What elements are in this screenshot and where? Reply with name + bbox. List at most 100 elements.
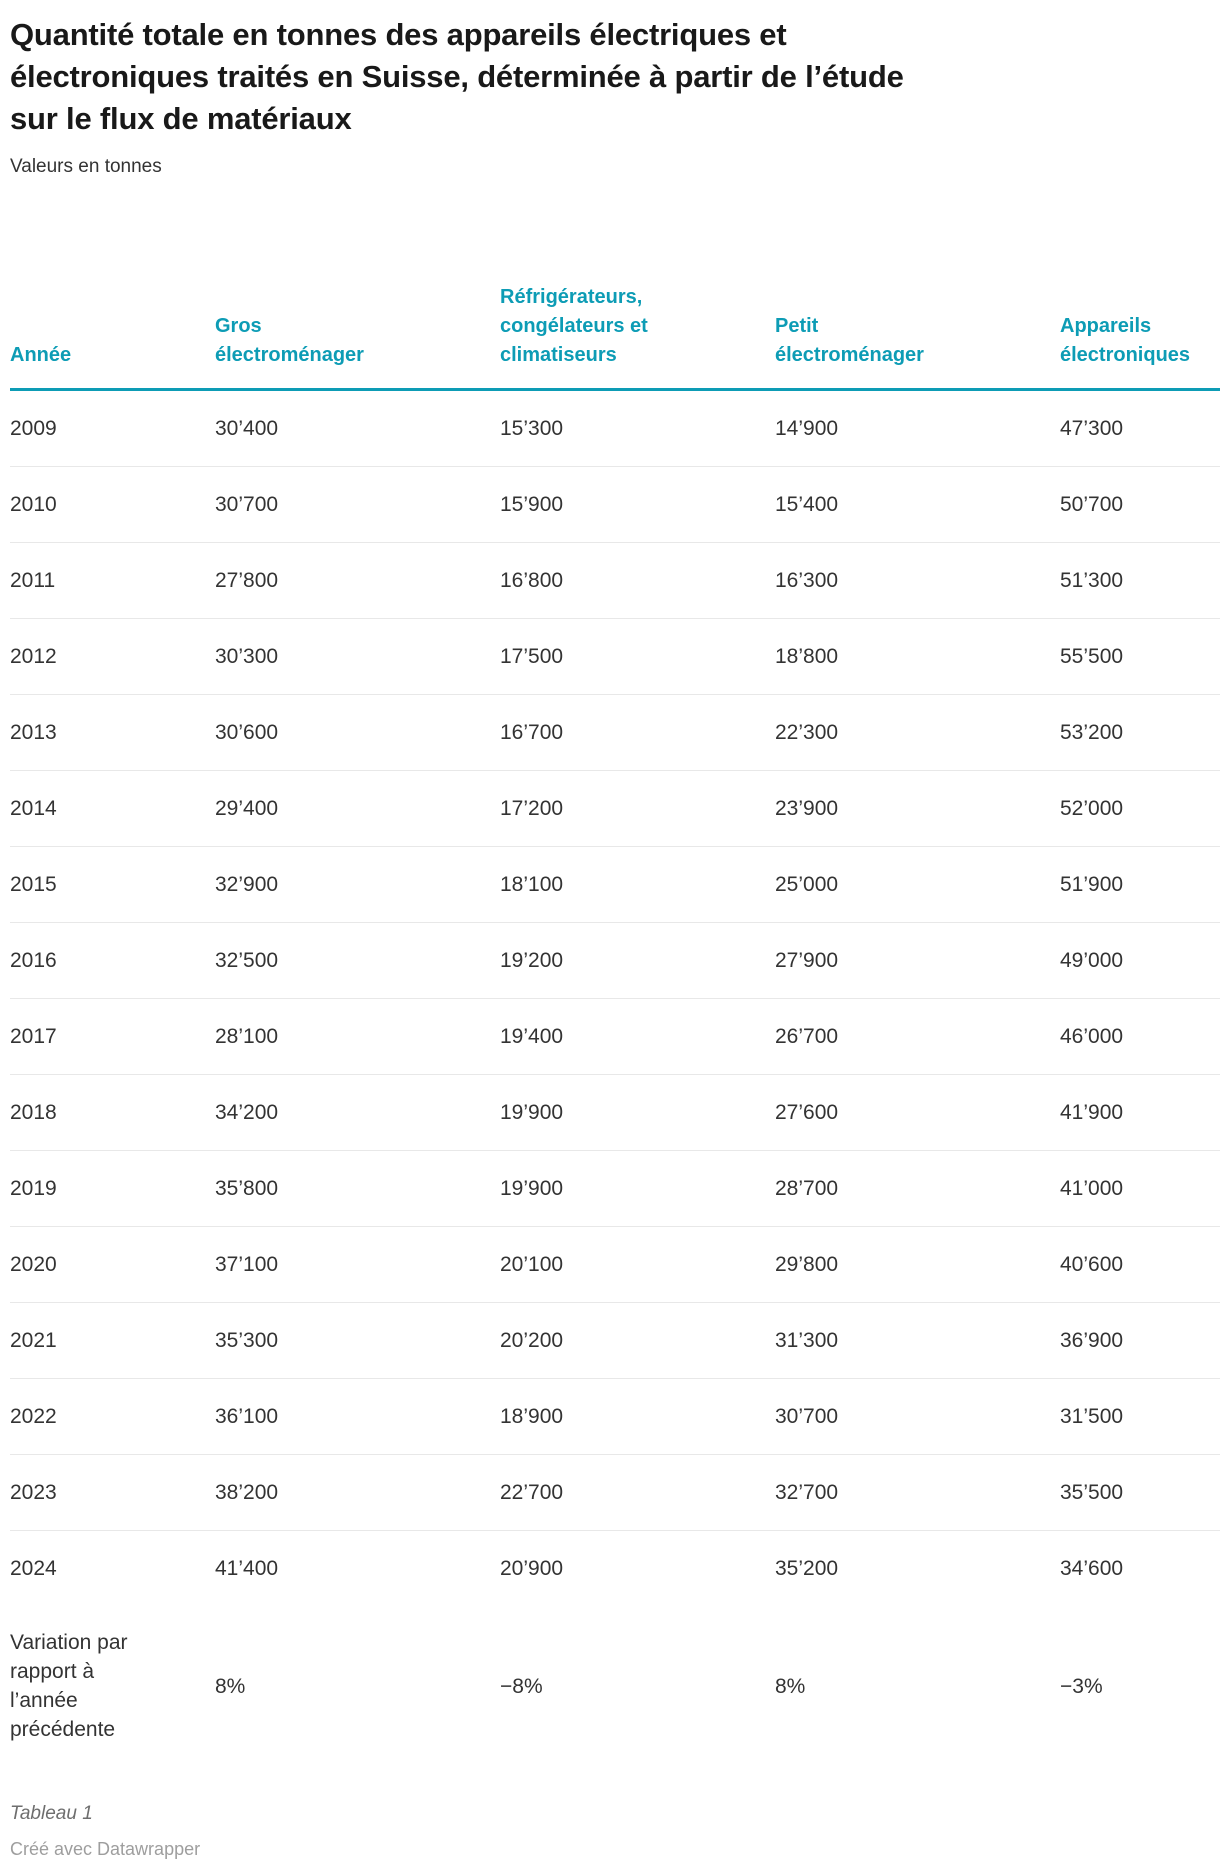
value-cell: 51’900 — [1060, 846, 1220, 923]
year-cell: 2018 — [10, 1074, 215, 1151]
table-row: 2019 35’800 19’900 28’700 41’000 — [10, 1150, 1220, 1227]
year-cell: 2017 — [10, 998, 215, 1075]
value-cell: 22’700 — [500, 1454, 775, 1531]
value-cell: 17’500 — [500, 618, 775, 695]
column-header-refrigerateurs-congelateurs-climatiseurs: Réfrigérateurs, congélateurs et climatis… — [500, 283, 775, 391]
year-cell: 2016 — [10, 922, 215, 999]
table-footer: Tableau 1 Créé avec Datawrapper — [10, 1802, 1220, 1860]
table-row: 2015 32’900 18’100 25’000 51’900 — [10, 846, 1220, 923]
year-cell: 2009 — [10, 417, 57, 440]
column-header-label: Gros électroménager — [215, 315, 364, 366]
table-row: 2018 34’200 19’900 27’600 41’900 — [10, 1074, 1220, 1151]
value-cell: 19’900 — [500, 1150, 775, 1227]
year-cell: 2011 — [10, 542, 215, 619]
variation-value-cell: 8% — [775, 1674, 806, 1698]
value-cell: 49’000 — [1060, 922, 1220, 999]
table-body: 2009 30’400 15’300 14’900 47’300 2010 30… — [10, 390, 1220, 1606]
table-row: 2013 30’600 16’700 22’300 53’200 — [10, 694, 1220, 771]
value-cell: 17’200 — [500, 770, 775, 847]
value-cell: 19’900 — [500, 1074, 775, 1151]
variation-label: Variation par rapport à l’année précéden… — [10, 1631, 128, 1741]
value-cell: 36’100 — [215, 1378, 500, 1455]
table-header: Année Gros électroménager Réfrigérateurs… — [10, 283, 1220, 391]
value-cell: 18’800 — [775, 618, 1060, 695]
value-cell: 47’300 — [1060, 417, 1124, 440]
value-cell: 15’900 — [500, 466, 775, 543]
column-header-petit-electromenager: Petit électroménager — [775, 283, 1060, 391]
year-cell: 2019 — [10, 1150, 215, 1227]
value-cell: 16’800 — [500, 542, 775, 619]
value-cell: 29’400 — [215, 770, 500, 847]
value-cell: 32’500 — [215, 922, 500, 999]
value-cell: 28’100 — [215, 998, 500, 1075]
value-cell: 30’600 — [215, 694, 500, 771]
column-header-label: Appareils électroniques — [1060, 315, 1191, 366]
year-cell: 2012 — [10, 618, 215, 695]
variation-value-cell: −3% — [1060, 1674, 1103, 1698]
column-header-appareils-electroniques: Appareils électroniques — [1060, 283, 1220, 391]
header-row: Année Gros électroménager Réfrigérateurs… — [10, 283, 1220, 391]
variation-value-cell: 8% — [215, 1674, 246, 1698]
value-cell: 32’700 — [775, 1454, 1060, 1531]
table-number-label: Tableau 1 — [10, 1803, 93, 1824]
value-cell: 41’400 — [215, 1530, 500, 1606]
value-cell: 27’600 — [775, 1074, 1060, 1151]
year-cell: 2015 — [10, 846, 215, 923]
year-cell: 2020 — [10, 1226, 215, 1303]
table-row: 2011 27’800 16’800 16’300 51’300 — [10, 542, 1220, 619]
page-title: Quantité totale en tonnes des appareils … — [10, 17, 904, 136]
value-cell: 20’900 — [500, 1530, 775, 1606]
value-cell: 16’700 — [500, 694, 775, 771]
value-cell: 34’200 — [215, 1074, 500, 1151]
column-header-annee: Année — [10, 283, 215, 391]
value-cell: 27’900 — [775, 922, 1060, 999]
value-cell: 26’700 — [775, 998, 1060, 1075]
table-row: 2024 41’400 20’900 35’200 34’600 — [10, 1530, 1220, 1606]
value-cell: 19’400 — [500, 998, 775, 1075]
value-cell: 50’700 — [1060, 466, 1220, 543]
year-cell: 2024 — [10, 1530, 215, 1606]
table-row: 2017 28’100 19’400 26’700 46’000 — [10, 998, 1220, 1075]
value-cell: 31’500 — [1060, 1378, 1220, 1455]
data-table: Année Gros électroménager Réfrigérateurs… — [10, 283, 1220, 1766]
year-cell: 2023 — [10, 1454, 215, 1531]
value-cell: 16’300 — [775, 542, 1060, 619]
value-cell: 14’900 — [775, 417, 839, 440]
table-viewport: Année Gros électroménager Réfrigérateurs… — [10, 283, 1220, 1766]
value-cell: 35’800 — [215, 1150, 500, 1227]
value-cell: 23’900 — [775, 770, 1060, 847]
value-cell: 15’300 — [500, 417, 564, 440]
value-cell: 53’200 — [1060, 694, 1220, 771]
value-cell: 28’700 — [775, 1150, 1060, 1227]
table-row: 2012 30’300 17’500 18’800 55’500 — [10, 618, 1220, 695]
value-cell: 41’900 — [1060, 1074, 1220, 1151]
value-cell: 18’900 — [500, 1378, 775, 1455]
value-cell: 35’300 — [215, 1302, 500, 1379]
value-cell: 31’300 — [775, 1302, 1060, 1379]
value-cell: 18’100 — [500, 846, 775, 923]
variation-row: Variation par rapport à l’année précéden… — [10, 1606, 1220, 1766]
year-cell: 2010 — [10, 466, 215, 543]
table-row: 2016 32’500 19’200 27’900 49’000 — [10, 922, 1220, 999]
value-cell: 27’800 — [215, 542, 500, 619]
value-cell: 30’700 — [215, 466, 500, 543]
year-cell: 2021 — [10, 1302, 215, 1379]
value-cell: 19’200 — [500, 922, 775, 999]
column-header-label: Année — [10, 344, 72, 366]
value-cell: 29’800 — [775, 1226, 1060, 1303]
value-cell: 30’300 — [215, 618, 500, 695]
year-cell: 2013 — [10, 694, 215, 771]
value-cell: 41’000 — [1060, 1150, 1220, 1227]
value-cell: 55’500 — [1060, 618, 1220, 695]
value-cell: 30’400 — [215, 417, 279, 440]
table-row: 2009 30’400 15’300 14’900 47’300 — [10, 390, 1220, 467]
column-header-label: Petit électroménager — [775, 315, 924, 366]
value-cell: 52’000 — [1060, 770, 1220, 847]
value-cell: 30’700 — [775, 1378, 1060, 1455]
table-row: 2010 30’700 15’900 15’400 50’700 — [10, 466, 1220, 543]
variation-label-cell: Variation par rapport à l’année précéden… — [10, 1606, 215, 1766]
column-header-gros-electromenager: Gros électroménager — [215, 283, 500, 391]
table-row: 2020 37’100 20’100 29’800 40’600 — [10, 1226, 1220, 1303]
table-row: 2023 38’200 22’700 32’700 35’500 — [10, 1454, 1220, 1531]
